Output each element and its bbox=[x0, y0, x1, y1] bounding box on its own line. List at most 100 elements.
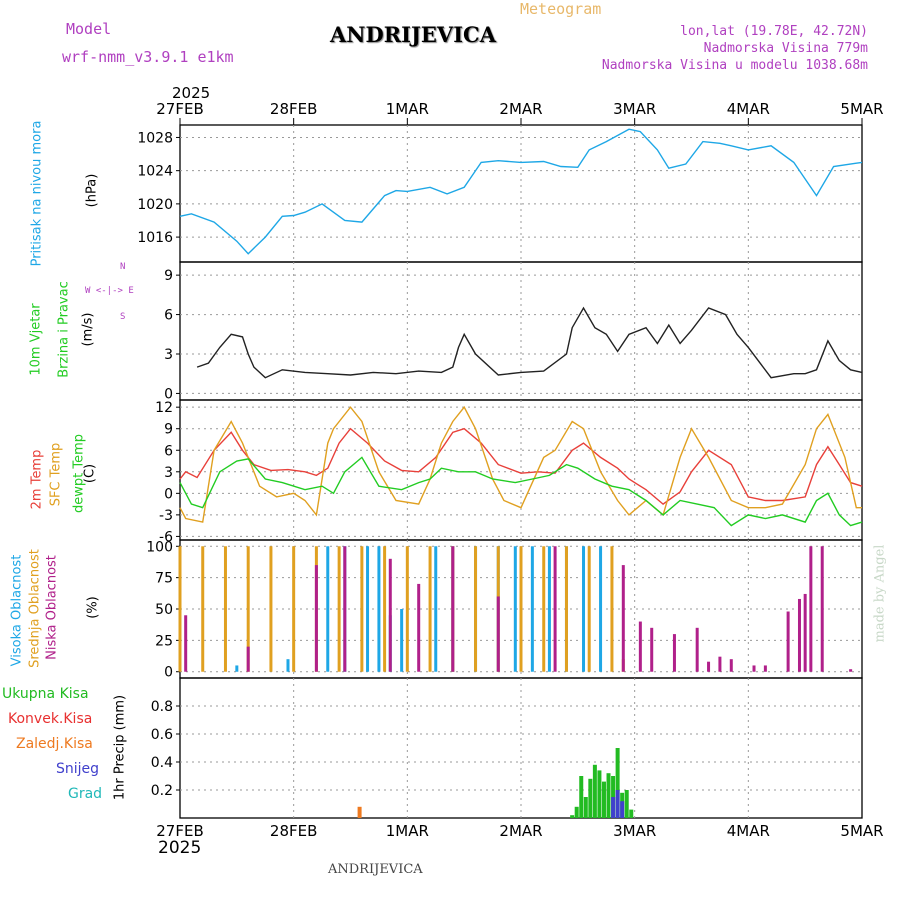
precipitation-bar bbox=[583, 797, 588, 818]
cloud_cover-bar bbox=[803, 593, 807, 672]
pressure-frame bbox=[179, 124, 863, 263]
cloud_cover-bar bbox=[417, 583, 421, 672]
station-title: ANDRIJEVICA bbox=[330, 22, 497, 47]
cloud_cover-ytick-label: 50 bbox=[155, 602, 173, 618]
cloud_cover-bar bbox=[519, 546, 523, 672]
cloud_cover-bar bbox=[377, 546, 381, 672]
temperature-ytick-label: 6 bbox=[164, 443, 173, 459]
cloud_cover-ytick-label: 25 bbox=[155, 633, 173, 649]
cloud_cover-bar bbox=[343, 546, 347, 672]
cloud_cover-bar bbox=[564, 546, 568, 672]
model-elevation-label: Nadmorska Visina u modelu 1038.68m bbox=[601, 58, 868, 73]
cloud_cover-bar bbox=[286, 659, 290, 672]
top-time-tick-label: 1MAR bbox=[386, 100, 429, 118]
temperature-ytick-label: 12 bbox=[155, 400, 173, 416]
temperature-series-line bbox=[179, 405, 862, 523]
temperature-series-line bbox=[179, 427, 863, 505]
cloud_cover-bar bbox=[786, 611, 790, 672]
cloud_cover-bar bbox=[599, 546, 603, 672]
precip-legend-snow: Snijeg bbox=[56, 761, 100, 777]
cloud_cover-bar bbox=[326, 546, 330, 672]
precipitation-bar bbox=[611, 797, 616, 818]
wind-compass-south: S bbox=[120, 312, 126, 322]
top-time-tick-label: 27FEB bbox=[156, 100, 203, 118]
precip-legend-hail: Grad bbox=[68, 786, 103, 802]
cloud_cover-bar bbox=[451, 546, 455, 672]
cloud_cover-ytick-label: 75 bbox=[155, 571, 173, 587]
cloud_cover-bar bbox=[428, 546, 432, 672]
temperature-ytick-label: -3 bbox=[159, 508, 173, 524]
cloud_cover-bar bbox=[223, 546, 227, 672]
cloud_cover-bar bbox=[235, 665, 239, 672]
cloud_cover-bar bbox=[496, 596, 500, 672]
cloud_cover-bar bbox=[314, 565, 318, 672]
cloud_cover-bar bbox=[292, 546, 296, 672]
temperature-ytick-label: 3 bbox=[164, 465, 173, 481]
bottom-time-tick-label: 27FEB bbox=[156, 822, 203, 840]
precipitation-ytick-label: 0.4 bbox=[151, 755, 173, 771]
wind-ytick-label: 9 bbox=[164, 268, 173, 284]
model-label: Model bbox=[66, 20, 112, 38]
wind-ytick-label: 3 bbox=[164, 347, 173, 363]
cloud_cover-bar bbox=[474, 546, 478, 672]
product-title: Meteogram bbox=[520, 0, 602, 18]
precipitation-ytick-label: 0.8 bbox=[151, 699, 173, 715]
cloud_cover-bar bbox=[405, 546, 409, 672]
cloud_cover-bar bbox=[707, 661, 711, 672]
top-time-tick-label: 4MAR bbox=[727, 100, 770, 118]
cloud_cover-bar bbox=[542, 546, 546, 672]
precipitation-bar bbox=[601, 781, 606, 818]
cloud_cover-bar bbox=[388, 558, 392, 672]
cloud_cover-bar bbox=[360, 546, 364, 672]
precipitation-bar bbox=[597, 770, 602, 818]
pressure-ytick-label: 1016 bbox=[137, 230, 173, 246]
precipitation-bar bbox=[615, 748, 620, 818]
cloud_cover-bar bbox=[650, 627, 654, 672]
cloud_cover-bar bbox=[695, 627, 699, 672]
precipitation-frame bbox=[179, 677, 863, 819]
cloud_cover-bar bbox=[752, 665, 756, 672]
precipitation-bar bbox=[592, 764, 597, 818]
cloud_cover-bar bbox=[718, 656, 722, 672]
cloud_cover-bar bbox=[400, 609, 404, 672]
cloud_cover-bar bbox=[178, 546, 182, 672]
temperature-series-line bbox=[179, 456, 863, 527]
precipitation-bar bbox=[620, 801, 625, 818]
precip-legend-conv: Konvek.Kisa bbox=[8, 711, 93, 727]
cloud_cover-bar bbox=[672, 634, 676, 672]
cloud_cover-bar bbox=[269, 546, 273, 672]
wind-ytick-label: 0 bbox=[164, 386, 173, 402]
top-time-tick-label: 5MAR bbox=[840, 100, 883, 118]
footer-station: ANDRIJEVICA bbox=[328, 862, 423, 877]
cloud_cover-bar bbox=[513, 546, 517, 672]
precip-legend-total: Ukupna Kisa bbox=[2, 686, 89, 702]
wind-series-line bbox=[196, 306, 863, 379]
cloud_cover-bar bbox=[366, 546, 370, 672]
cloud_cover-bar bbox=[434, 546, 438, 672]
bottom-time-tick-label: 4MAR bbox=[727, 822, 770, 840]
precipitation-bar bbox=[570, 815, 575, 818]
cloud_cover-bar bbox=[530, 546, 534, 672]
cloud_cover-bar bbox=[246, 546, 250, 672]
cloud_cover-bar bbox=[797, 598, 801, 672]
pressure-ytick-label: 1024 bbox=[137, 164, 173, 180]
top-year-label: 2025 bbox=[172, 84, 211, 102]
cloud_cover-bar bbox=[638, 621, 642, 672]
cloud_cover-bar bbox=[610, 546, 614, 672]
cloud_cover-bar bbox=[809, 546, 813, 672]
cloud_cover-bar bbox=[587, 546, 591, 672]
precipitation-bar bbox=[574, 806, 579, 818]
model-name: wrf-nmm_v3.9.1 e1km bbox=[62, 48, 234, 66]
temperature-ytick-label: 0 bbox=[164, 486, 173, 502]
precipitation-bar bbox=[357, 806, 362, 818]
bottom-time-tick-label: 5MAR bbox=[840, 822, 883, 840]
pressure-ytick-label: 1028 bbox=[137, 130, 173, 146]
precipitation-bar bbox=[624, 790, 629, 818]
cloud_cover-bar bbox=[246, 646, 250, 672]
pressure-series-line bbox=[179, 128, 863, 255]
bottom-time-tick-label: 28FEB bbox=[270, 822, 317, 840]
top-time-tick-label: 3MAR bbox=[613, 100, 656, 118]
precipitation-bar bbox=[629, 809, 634, 818]
